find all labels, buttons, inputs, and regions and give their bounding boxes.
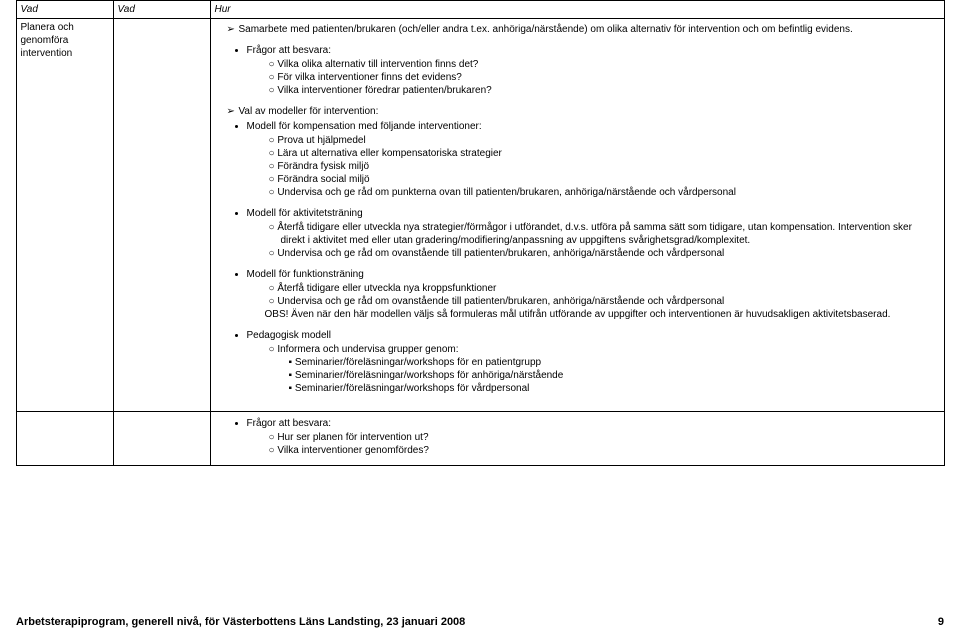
- b2-i5: Undervisa och ge råd om punkterna ovan t…: [269, 186, 934, 199]
- cell-col3: ➢Samarbete med patienten/brukaren (och/e…: [210, 19, 944, 412]
- b2-i1: Prova ut hjälpmedel: [269, 134, 934, 147]
- b4-i2: Undervisa och ge råd om ovanstående till…: [269, 295, 934, 308]
- cell-col1: Planera och genomföra intervention: [16, 19, 113, 412]
- b5-s2: Seminarier/föreläsningar/workshops för a…: [289, 369, 934, 382]
- section-aktivitetstraning: Modell för aktivitetsträning Återfå tidi…: [217, 207, 934, 260]
- arrow1-text: Samarbete med patienten/brukaren (och/el…: [239, 24, 853, 35]
- header-col1: Vad: [16, 1, 113, 19]
- b3-i1: Återfå tidigare eller utveckla nya strat…: [269, 221, 934, 247]
- b4-i1: Återfå tidigare eller utveckla nya kropp…: [269, 282, 934, 295]
- arrow2-text: Val av modeller för intervention:: [239, 106, 379, 117]
- page-footer: Arbetsterapiprogram, generell nivå, för …: [16, 616, 944, 628]
- bottom-col3: Frågor att besvara: Hur ser planen för i…: [210, 412, 944, 466]
- section-funktionstraning: Modell för funktionsträning Återfå tidig…: [217, 268, 934, 321]
- bottom-col2: [113, 412, 210, 466]
- b2-i2: Lära ut alternativa eller kompensatorisk…: [269, 147, 934, 160]
- b3-title: Modell för aktivitetsträning: [247, 207, 934, 220]
- cell-col2: [113, 19, 210, 412]
- main-table: Vad Vad Hur Planera och genomföra interv…: [16, 0, 945, 466]
- b4-obs: OBS! Även när den här modellen väljs så …: [265, 308, 934, 321]
- header-col2: Vad: [113, 1, 210, 19]
- b5-title: Pedagogisk modell: [247, 329, 934, 342]
- b1-i3: Vilka interventioner föredrar patienten/…: [269, 84, 934, 97]
- b5-i1: Informera och undervisa grupper genom:: [269, 343, 934, 356]
- b2-title: Modell för kompensation med följande int…: [247, 120, 934, 133]
- b5-s1: Seminarier/föreläsningar/workshops för e…: [289, 356, 934, 369]
- b5-s3: Seminarier/föreläsningar/workshops för v…: [289, 382, 934, 395]
- section-pedagogisk: Pedagogisk modell Informera och undervis…: [217, 329, 934, 395]
- bottom-row: Frågor att besvara: Hur ser planen för i…: [16, 412, 944, 466]
- arrow-icon: ➢: [227, 23, 239, 36]
- b6-title: Frågor att besvara:: [247, 417, 934, 430]
- section-samarbete: ➢Samarbete med patienten/brukaren (och/e…: [217, 23, 934, 36]
- b6-i1: Hur ser planen för intervention ut?: [269, 431, 934, 444]
- arrow-icon: ➢: [227, 105, 239, 118]
- b1-i2: För vilka interventioner finns det evide…: [269, 71, 934, 84]
- b1-i1: Vilka olika alternativ till intervention…: [269, 58, 934, 71]
- b3-i2: Undervisa och ge råd om ovanstående till…: [269, 247, 934, 260]
- footer-text: Arbetsterapiprogram, generell nivå, för …: [16, 616, 465, 628]
- section-val-modeller: ➢Val av modeller för intervention: Model…: [217, 105, 934, 199]
- b1-title: Frågor att besvara:: [247, 44, 934, 57]
- section-fragor-1: Frågor att besvara: Vilka olika alternat…: [217, 44, 934, 97]
- b4-title: Modell för funktionsträning: [247, 268, 934, 281]
- bottom-col1: [16, 412, 113, 466]
- content-row: Planera och genomföra intervention ➢Sama…: [16, 19, 944, 412]
- page-number: 9: [938, 616, 944, 628]
- header-col3: Hur: [210, 1, 944, 19]
- header-row: Vad Vad Hur: [16, 1, 944, 19]
- b6-i2: Vilka interventioner genomfördes?: [269, 444, 934, 457]
- b2-i4: Förändra social miljö: [269, 173, 934, 186]
- b2-i3: Förändra fysisk miljö: [269, 160, 934, 173]
